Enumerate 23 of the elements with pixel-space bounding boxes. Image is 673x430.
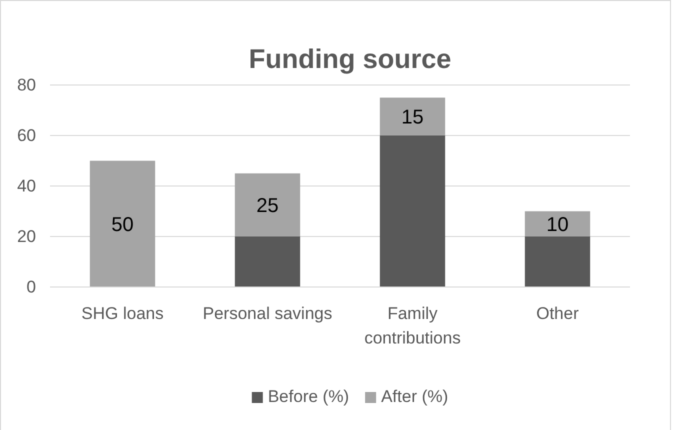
y-tick-label: 60 <box>17 126 36 145</box>
x-tick-label: SHG loans <box>81 304 164 324</box>
data-label: 15 <box>401 106 424 129</box>
x-tick-label: Other <box>536 304 580 324</box>
data-label: 25 <box>256 194 279 217</box>
y-tick-label: 40 <box>17 176 36 196</box>
y-tick-label: 0 <box>26 277 36 296</box>
bar <box>524 211 590 236</box>
bar <box>380 98 446 136</box>
data-label: 50 <box>111 214 134 236</box>
x-tick-label: Family contributions <box>364 304 461 348</box>
legend-label: Before (%) <box>268 387 350 406</box>
bar <box>524 236 590 287</box>
y-tick-label: 80 <box>17 75 36 94</box>
legend-label: After (%) <box>381 387 448 406</box>
bar <box>380 136 446 287</box>
bar <box>234 236 300 287</box>
y-tick-label: 20 <box>17 226 36 246</box>
chart-title: Funding source <box>248 44 452 74</box>
bar <box>90 160 156 287</box>
data-label: 10 <box>546 214 569 236</box>
bar <box>234 173 300 236</box>
x-tick-label: Personal savings <box>202 304 332 324</box>
